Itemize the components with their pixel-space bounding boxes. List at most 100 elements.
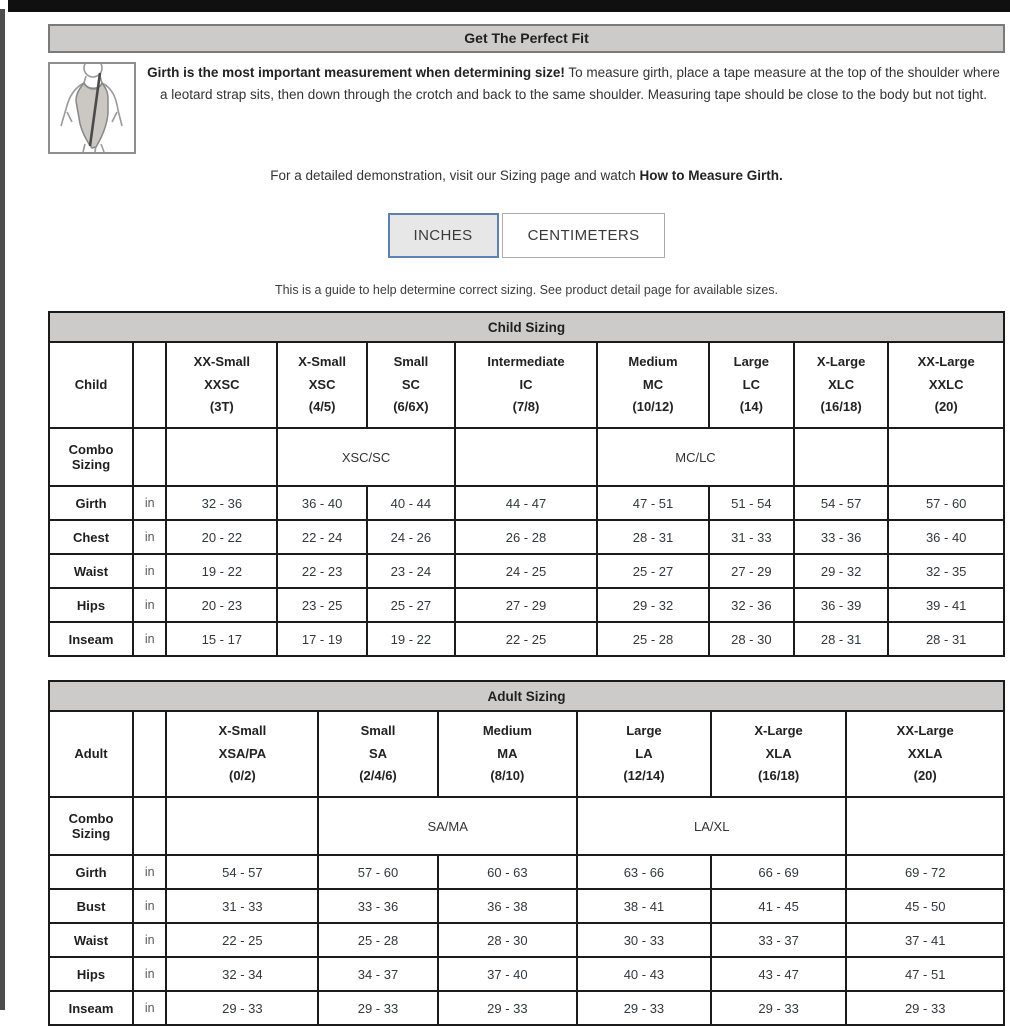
- value-cell: 23 - 24: [365, 553, 456, 589]
- demo-note: For a detailed demonstration, visit our …: [48, 168, 1005, 183]
- child-inseam-row: Inseam in 15 - 17 17 - 19 19 - 22 22 - 2…: [47, 621, 1005, 657]
- combo-empty-cell: [792, 427, 890, 487]
- child-column-header-xxlc: XX-Large XXLC (20): [887, 341, 1005, 429]
- value-cell: 37 - 40: [436, 956, 579, 992]
- child-corner-label: Child: [47, 341, 135, 429]
- browser-frame-left: [0, 9, 5, 1010]
- value-cell: 29 - 33: [317, 990, 439, 1026]
- demo-note-bold: How to Measure Girth.: [639, 168, 783, 183]
- value-cell: 29 - 33: [845, 990, 1005, 1026]
- child-waist-row: Waist in 19 - 22 22 - 23 23 - 24 24 - 25…: [47, 553, 1005, 589]
- value-cell: 24 - 25: [453, 553, 599, 589]
- combo-unit-cell: [132, 427, 168, 487]
- value-cell: 32 - 36: [707, 587, 795, 623]
- value-cell: 19 - 22: [365, 621, 456, 657]
- combo-unit-cell: [132, 796, 168, 856]
- value-cell: 36 - 40: [887, 519, 1005, 555]
- value-cell: 28 - 31: [596, 519, 710, 555]
- centimeters-button[interactable]: CENTIMETERS: [501, 213, 666, 258]
- value-cell: 36 - 39: [792, 587, 890, 623]
- value-cell: 60 - 63: [436, 854, 579, 890]
- child-chest-row: Chest in 20 - 22 22 - 24 24 - 26 26 - 28…: [47, 519, 1005, 555]
- adult-bust-row: Bust in 31 - 33 33 - 36 36 - 38 38 - 41 …: [47, 888, 1005, 924]
- row-label: Waist: [47, 553, 135, 589]
- value-cell: 24 - 26: [365, 519, 456, 555]
- value-cell: 41 - 45: [709, 888, 848, 924]
- child-column-header-lc: Large LC (14): [707, 341, 795, 429]
- value-cell: 28 - 30: [707, 621, 795, 657]
- browser-frame-top: [8, 0, 1010, 12]
- value-cell: 22 - 25: [165, 922, 320, 958]
- value-cell: 32 - 36: [165, 485, 279, 521]
- demo-note-prefix: For a detailed demonstration, visit our …: [270, 168, 640, 183]
- child-combo-xsc-sc: XSC/SC: [276, 427, 456, 487]
- adult-table-title-row: Adult Sizing: [48, 680, 1005, 712]
- adult-table-title: Adult Sizing: [48, 680, 1005, 712]
- value-cell: 66 - 69: [709, 854, 848, 890]
- child-column-header-sc: Small SC (6/6X): [365, 341, 456, 429]
- child-table-title-row: Child Sizing: [48, 311, 1005, 343]
- value-cell: 31 - 33: [165, 888, 320, 924]
- value-cell: 51 - 54: [707, 485, 795, 521]
- value-cell: 29 - 32: [792, 553, 890, 589]
- value-cell: 25 - 28: [596, 621, 710, 657]
- value-cell: 31 - 33: [707, 519, 795, 555]
- value-cell: 22 - 25: [453, 621, 599, 657]
- adult-corner-label: Adult: [47, 710, 135, 798]
- unit-cell: in: [132, 854, 168, 890]
- combo-sizing-label: Combo Sizing: [47, 427, 135, 487]
- row-label: Girth: [47, 854, 135, 890]
- adult-column-header-la: Large LA (12/14): [576, 710, 712, 798]
- value-cell: 47 - 51: [596, 485, 710, 521]
- unit-cell: in: [132, 922, 168, 958]
- value-cell: 54 - 57: [792, 485, 890, 521]
- child-combo-mc-lc: MC/LC: [596, 427, 795, 487]
- adult-column-header-xla: X-Large XLA (16/18): [709, 710, 848, 798]
- unit-column-header: [132, 341, 168, 429]
- value-cell: 20 - 22: [165, 519, 279, 555]
- adult-column-header-xxla: XX-Large XXLA (20): [845, 710, 1005, 798]
- value-cell: 57 - 60: [317, 854, 439, 890]
- unit-toggle: INCHES CENTIMETERS: [48, 213, 1005, 258]
- value-cell: 28 - 31: [792, 621, 890, 657]
- child-combo-row: Combo Sizing XSC/SC MC/LC: [47, 427, 1005, 487]
- value-cell: 29 - 33: [436, 990, 579, 1026]
- combo-empty-cell: [453, 427, 599, 487]
- value-cell: 19 - 22: [165, 553, 279, 589]
- child-column-header-xsc: X-Small XSC (4/5): [276, 341, 368, 429]
- value-cell: 28 - 30: [436, 922, 579, 958]
- girth-measurement-diagram: [48, 62, 136, 154]
- value-cell: 57 - 60: [887, 485, 1005, 521]
- adult-column-header-xsa: X-Small XSA/PA (0/2): [165, 710, 320, 798]
- adult-combo-row: Combo Sizing SA/MA LA/XL: [47, 796, 1005, 856]
- adult-girth-row: Girth in 54 - 57 57 - 60 60 - 63 63 - 66…: [47, 854, 1005, 890]
- value-cell: 40 - 44: [365, 485, 456, 521]
- child-column-header-ic: Intermediate IC (7/8): [453, 341, 599, 429]
- adult-sizing-table: Adult Sizing Adult X-Small XSA/PA (0/2) Sm…: [47, 680, 1005, 1026]
- value-cell: 27 - 29: [707, 553, 795, 589]
- girth-tape-line: [88, 72, 102, 147]
- inches-button[interactable]: INCHES: [387, 213, 499, 258]
- adult-column-header-ma: Medium MA (8/10): [436, 710, 579, 798]
- value-cell: 63 - 66: [576, 854, 712, 890]
- row-label: Hips: [47, 956, 135, 992]
- value-cell: 25 - 27: [365, 587, 456, 623]
- value-cell: 32 - 35: [887, 553, 1005, 589]
- value-cell: 69 - 72: [845, 854, 1005, 890]
- adult-waist-row: Waist in 22 - 25 25 - 28 28 - 30 30 - 33…: [47, 922, 1005, 958]
- value-cell: 34 - 37: [317, 956, 439, 992]
- adult-column-header-sa: Small SA (2/4/6): [317, 710, 439, 798]
- girth-instructions: Girth is the most important measurement …: [136, 62, 1005, 106]
- row-label: Waist: [47, 922, 135, 958]
- value-cell: 33 - 36: [792, 519, 890, 555]
- value-cell: 17 - 19: [276, 621, 368, 657]
- child-table-header-row: Child XX-Small XXSC (3T) X-Small XSC (4/5) S…: [47, 341, 1005, 429]
- value-cell: 43 - 47: [709, 956, 848, 992]
- value-cell: 27 - 29: [453, 587, 599, 623]
- value-cell: 44 - 47: [453, 485, 599, 521]
- unit-cell: in: [132, 888, 168, 924]
- girth-instructions-body: To measure girth, place a tape measure a…: [159, 65, 1000, 102]
- value-cell: 15 - 17: [165, 621, 279, 657]
- adult-hips-row: Hips in 32 - 34 34 - 37 37 - 40 40 - 43 …: [47, 956, 1005, 992]
- value-cell: 22 - 23: [276, 553, 368, 589]
